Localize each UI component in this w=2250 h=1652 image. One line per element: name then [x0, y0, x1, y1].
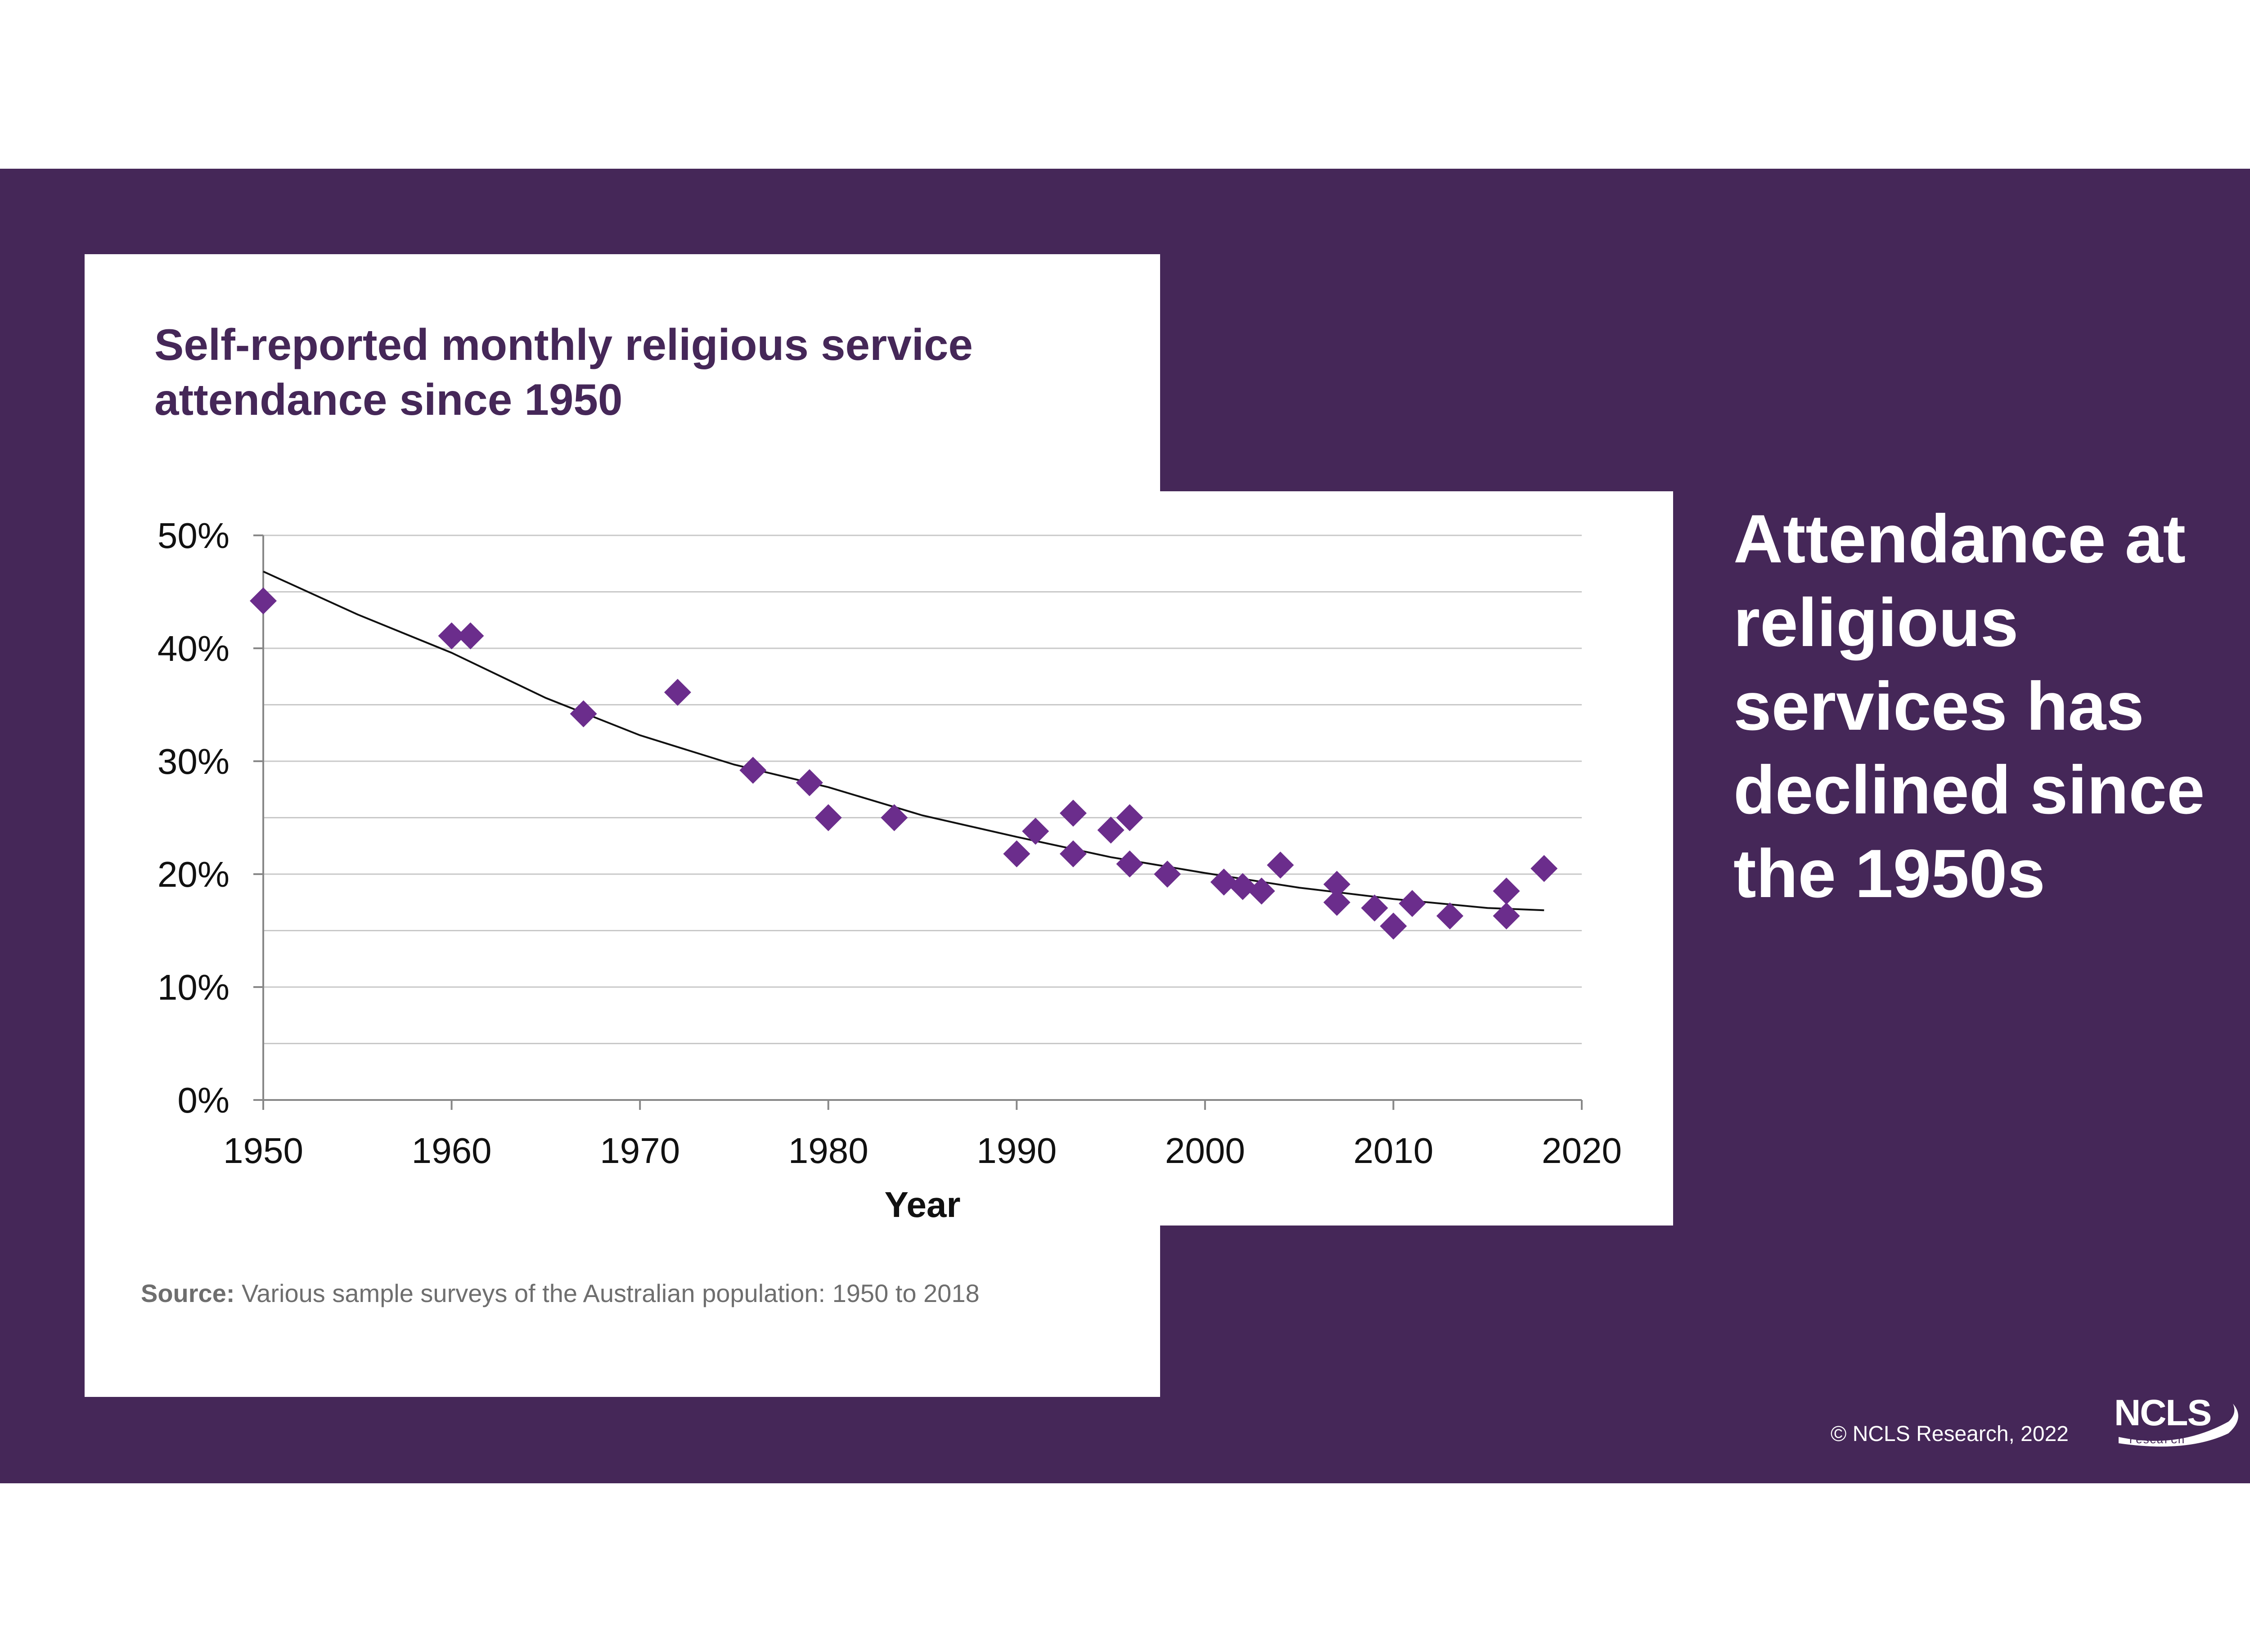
trend-line	[263, 570, 1544, 911]
data-point	[1210, 868, 1238, 896]
data-point	[1530, 855, 1558, 882]
data-point	[570, 700, 597, 727]
data-point	[1323, 889, 1350, 916]
data-points	[250, 587, 1558, 940]
logo-swoosh-icon	[2119, 1404, 2238, 1447]
data-point	[1059, 840, 1087, 867]
x-tick-label: 2000	[1165, 1131, 1245, 1171]
data-point	[796, 769, 823, 796]
data-point	[1493, 877, 1520, 905]
x-tick-label: 1970	[600, 1131, 680, 1171]
x-tick-label: 1960	[412, 1131, 492, 1171]
data-point	[1267, 851, 1294, 879]
data-point	[1097, 817, 1125, 844]
x-tick-label: 1990	[976, 1131, 1057, 1171]
data-point	[1380, 912, 1407, 940]
logo-main-text: NCLS	[2114, 1392, 2211, 1433]
y-tick-label: 40%	[158, 628, 230, 669]
headline: Attendance at religious services has dec…	[1733, 501, 2205, 912]
gridlines	[263, 534, 1582, 1044]
copyright: © NCLS Research, 2022	[1831, 1422, 2069, 1446]
x-tick-label: 1980	[788, 1131, 868, 1171]
chart-panel-extension	[1156, 491, 1673, 1226]
data-point	[457, 622, 484, 650]
source-text: Various sample surveys of the Australian…	[234, 1279, 980, 1307]
data-point	[1323, 871, 1350, 898]
source-label: Source:	[141, 1279, 235, 1307]
data-point	[1399, 890, 1426, 917]
data-point	[1116, 804, 1143, 831]
data-point	[1059, 799, 1087, 827]
data-point	[739, 757, 767, 784]
data-point	[1229, 873, 1256, 900]
data-point	[1154, 861, 1181, 888]
data-point	[1248, 877, 1275, 905]
x-axis-title: Year	[884, 1185, 960, 1225]
logo-sub-text: research	[2128, 1433, 2185, 1447]
data-point	[438, 622, 465, 650]
x-tick-label: 2010	[1353, 1131, 1433, 1171]
y-tick-label: 50%	[158, 516, 230, 556]
y-tick-label: 20%	[158, 854, 230, 894]
chart-title: Self-reported monthly religious service …	[154, 320, 973, 424]
data-point	[1436, 902, 1463, 929]
data-point	[1116, 850, 1143, 878]
data-point	[1361, 894, 1388, 922]
x-tick-label: 2020	[1542, 1131, 1622, 1171]
source-note: Source: Various sample surveys of the Au…	[141, 1278, 1153, 1309]
data-point	[250, 587, 277, 615]
axis-ticks: 0% 10% 20% 30% 40% 50% 1950 1960 1970 1980 1990 200…	[158, 516, 1622, 1171]
x-tick-label: 1950	[223, 1131, 303, 1171]
data-point	[1003, 840, 1030, 867]
data-point	[664, 678, 691, 706]
data-point	[814, 804, 842, 831]
ncls-logo: NCLS research	[2114, 1392, 2238, 1447]
y-tick-label: 10%	[158, 967, 230, 1007]
data-point	[1022, 817, 1049, 845]
y-tick-label: 0%	[177, 1080, 230, 1120]
data-point	[881, 804, 908, 831]
y-tick-label: 30%	[158, 741, 230, 781]
data-point	[1493, 902, 1520, 929]
